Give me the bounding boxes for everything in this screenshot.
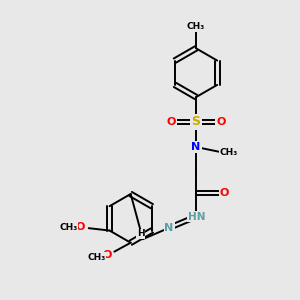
Text: O: O	[102, 250, 112, 260]
Text: H: H	[137, 229, 144, 238]
Text: S: S	[192, 115, 201, 128]
Text: O: O	[75, 222, 85, 232]
Text: CH₃: CH₃	[220, 148, 238, 157]
Text: HN: HN	[188, 212, 206, 222]
Text: O: O	[216, 117, 225, 127]
Text: CH₃: CH₃	[59, 223, 78, 232]
Text: CH₃: CH₃	[187, 22, 205, 31]
Text: CH₃: CH₃	[87, 253, 106, 262]
Text: O: O	[220, 188, 229, 198]
Text: N: N	[164, 223, 174, 233]
Text: O: O	[167, 117, 176, 127]
Text: N: N	[191, 142, 201, 152]
